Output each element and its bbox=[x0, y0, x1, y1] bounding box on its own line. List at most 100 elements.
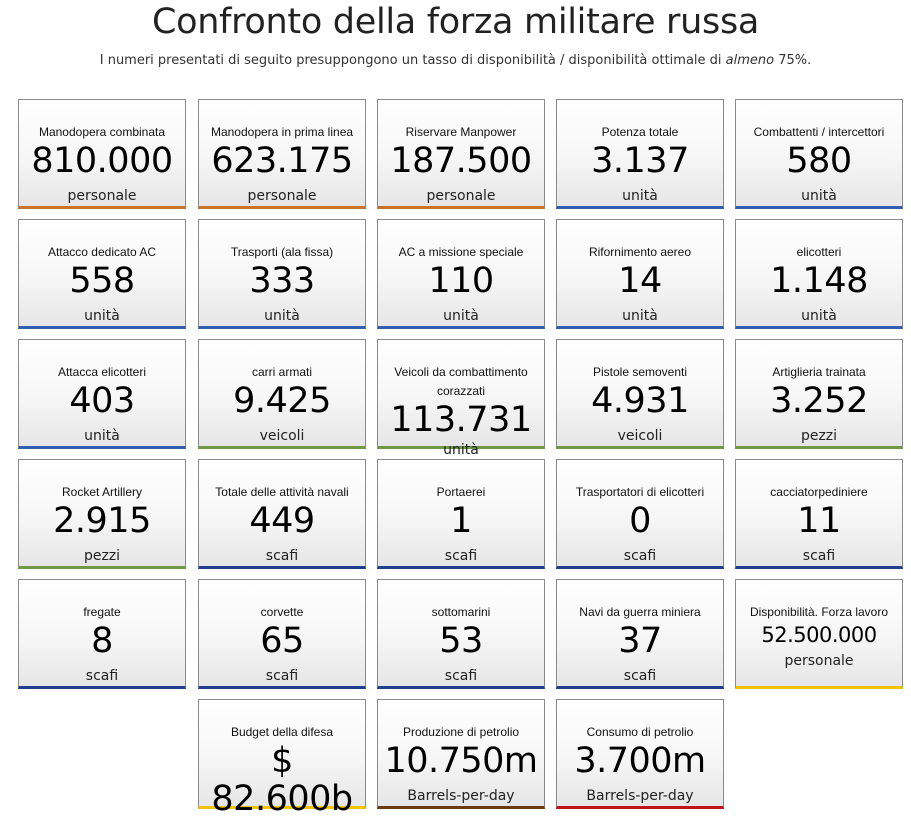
stat-value: 810.000 bbox=[31, 141, 173, 181]
stat-card-submarines: sottomarini 53 scafi bbox=[377, 579, 545, 689]
stat-value: 11 bbox=[797, 501, 841, 541]
stat-value: 53 bbox=[439, 621, 483, 661]
stat-card-oil-production: Produzione di petrolio 10.750m Barrels-p… bbox=[377, 699, 545, 809]
page-subtitle: I numeri presentati di seguito presuppon… bbox=[0, 53, 911, 68]
stat-unit: personale bbox=[247, 188, 317, 204]
stat-value: 333 bbox=[249, 261, 315, 301]
stat-card-corvettes: corvette 65 scafi bbox=[198, 579, 366, 689]
stat-unit: scafi bbox=[265, 548, 299, 564]
stat-value: 623.175 bbox=[211, 141, 353, 181]
stat-label: cacciatorpediniere bbox=[770, 485, 868, 499]
stat-card-tanks: carri armati 9.425 veicoli bbox=[198, 339, 366, 449]
stat-unit: scafi bbox=[802, 548, 836, 564]
stat-label: Veicoli da combattimento corazzati bbox=[394, 365, 528, 398]
stat-card-labor-force: Disponibilità. Forza lavoro 52.500.000 p… bbox=[735, 579, 903, 689]
stat-card-frigates: fregate 8 scafi bbox=[18, 579, 186, 689]
stat-label: Artiglieria trainata bbox=[772, 365, 866, 379]
stat-card-oil-consumption: Consumo di petrolio 3.700m Barrels-per-d… bbox=[556, 699, 724, 809]
stat-value: 2.915 bbox=[53, 501, 151, 541]
stat-label: elicotteri bbox=[796, 245, 842, 259]
stat-value: 3.700m bbox=[574, 741, 706, 781]
stat-label: Riservare Manpower bbox=[405, 125, 517, 139]
stat-card-armored-vehicles: Veicoli da combattimento corazzati 113.7… bbox=[377, 339, 545, 458]
stat-value: 110 bbox=[428, 261, 494, 301]
stat-label: Navi da guerra miniera bbox=[579, 605, 701, 619]
stat-card-helicopters: elicotteri 1.148 unità bbox=[735, 219, 903, 329]
subtitle-text: I numeri presentati di seguito presuppon… bbox=[99, 53, 726, 68]
stat-card-frontline-manpower: Manodopera in prima linea 623.175 person… bbox=[198, 99, 366, 209]
stat-value: 37 bbox=[618, 621, 662, 661]
stat-unit: personale bbox=[784, 653, 854, 669]
stat-card-combined-manpower: Manodopera combinata 810.000 personale bbox=[18, 99, 186, 209]
subtitle-suffix: 75%. bbox=[774, 53, 812, 68]
stat-card-total-power: Potenza totale 3.137 unità bbox=[556, 99, 724, 209]
stat-unit: unità bbox=[801, 308, 837, 324]
stat-card-transports: Trasporti (ala fissa) 333 unità bbox=[198, 219, 366, 329]
stat-label: Manodopera in prima linea bbox=[210, 125, 354, 139]
stat-value: 4.931 bbox=[591, 381, 689, 421]
stat-label: Manodopera combinata bbox=[38, 125, 166, 139]
stat-label: Potenza totale bbox=[601, 125, 679, 139]
stat-label: fregate bbox=[83, 605, 121, 619]
stat-unit: unità bbox=[84, 428, 120, 444]
stat-label: corvette bbox=[260, 605, 304, 619]
stat-label: Disponibilità. Forza lavoro bbox=[749, 605, 889, 619]
stat-unit: veicoli bbox=[259, 428, 305, 444]
stat-value: 10.750m bbox=[384, 741, 538, 781]
stat-label: carri armati bbox=[251, 365, 312, 379]
stat-value: 558 bbox=[69, 261, 135, 301]
stat-card-naval-assets: Totale delle attività navali 449 scafi bbox=[198, 459, 366, 569]
stat-value: 1 bbox=[450, 501, 472, 541]
stat-unit: Barrels-per-day bbox=[586, 788, 694, 804]
stat-label: Rifornimento aereo bbox=[588, 245, 692, 259]
stat-value: 3.137 bbox=[591, 141, 689, 181]
stat-value: 65 bbox=[260, 621, 304, 661]
stat-card-helicopter-carriers: Trasportatori di elicotteri 0 scafi bbox=[556, 459, 724, 569]
stat-value: 187.500 bbox=[390, 141, 532, 181]
stat-card-defense-budget: Budget della difesa $ 82.600b bbox=[198, 699, 366, 818]
stat-label: Totale delle attività navali bbox=[215, 485, 349, 499]
stat-label: Budget della difesa bbox=[230, 725, 334, 739]
stat-value: $ 82.600b bbox=[211, 741, 353, 819]
stat-unit: personale bbox=[426, 188, 496, 204]
stat-unit: scafi bbox=[444, 668, 478, 684]
stat-unit: scafi bbox=[444, 548, 478, 564]
stat-label: Produzione di petrolio bbox=[402, 725, 520, 739]
subtitle-emphasis: almeno bbox=[725, 53, 775, 68]
stat-unit: unità bbox=[443, 442, 479, 458]
stat-card-destroyers: cacciatorpediniere 11 scafi bbox=[735, 459, 903, 569]
stat-value: 0 bbox=[629, 501, 651, 541]
stat-label: Consumo di petrolio bbox=[586, 725, 694, 739]
stat-card-fighters: Combattenti / intercettori 580 unità bbox=[735, 99, 903, 209]
stat-card-special-mission: AC a missione speciale 110 unità bbox=[377, 219, 545, 329]
stat-label: Attacca elicotteri bbox=[57, 365, 147, 379]
stat-card-rocket-artillery: Rocket Artillery 2.915 pezzi bbox=[18, 459, 186, 569]
stat-unit: scafi bbox=[623, 668, 657, 684]
stat-value: 1.148 bbox=[770, 261, 868, 301]
stat-label: Combattenti / intercettori bbox=[753, 125, 885, 139]
stat-label: AC a missione speciale bbox=[398, 245, 524, 259]
stat-value: 403 bbox=[69, 381, 135, 421]
stat-label: Trasporti (ala fissa) bbox=[230, 245, 334, 259]
stat-value: 3.252 bbox=[770, 381, 868, 421]
stat-value: 580 bbox=[786, 141, 852, 181]
stat-card-self-propelled-guns: Pistole semoventi 4.931 veicoli bbox=[556, 339, 724, 449]
stat-card-reserve-manpower: Riservare Manpower 187.500 personale bbox=[377, 99, 545, 209]
stat-unit: veicoli bbox=[617, 428, 663, 444]
stat-value: 8 bbox=[91, 621, 113, 661]
stat-unit: scafi bbox=[85, 668, 119, 684]
stat-label: Trasportatori di elicotteri bbox=[575, 485, 705, 499]
stat-unit: unità bbox=[264, 308, 300, 324]
stat-value: 14 bbox=[618, 261, 662, 301]
stat-unit: pezzi bbox=[83, 548, 121, 564]
stat-card-aerial-tankers: Rifornimento aereo 14 unità bbox=[556, 219, 724, 329]
stat-label: Pistole semoventi bbox=[592, 365, 688, 379]
stat-unit: scafi bbox=[265, 668, 299, 684]
stat-unit: unità bbox=[622, 188, 658, 204]
stat-label: Attacco dedicato AC bbox=[47, 245, 157, 259]
page-title: Confronto della forza militare russa bbox=[151, 2, 760, 42]
stat-unit: pezzi bbox=[800, 428, 838, 444]
stat-value: 52.500.000 bbox=[761, 623, 877, 647]
stat-unit: unità bbox=[443, 308, 479, 324]
stat-unit: Barrels-per-day bbox=[407, 788, 515, 804]
